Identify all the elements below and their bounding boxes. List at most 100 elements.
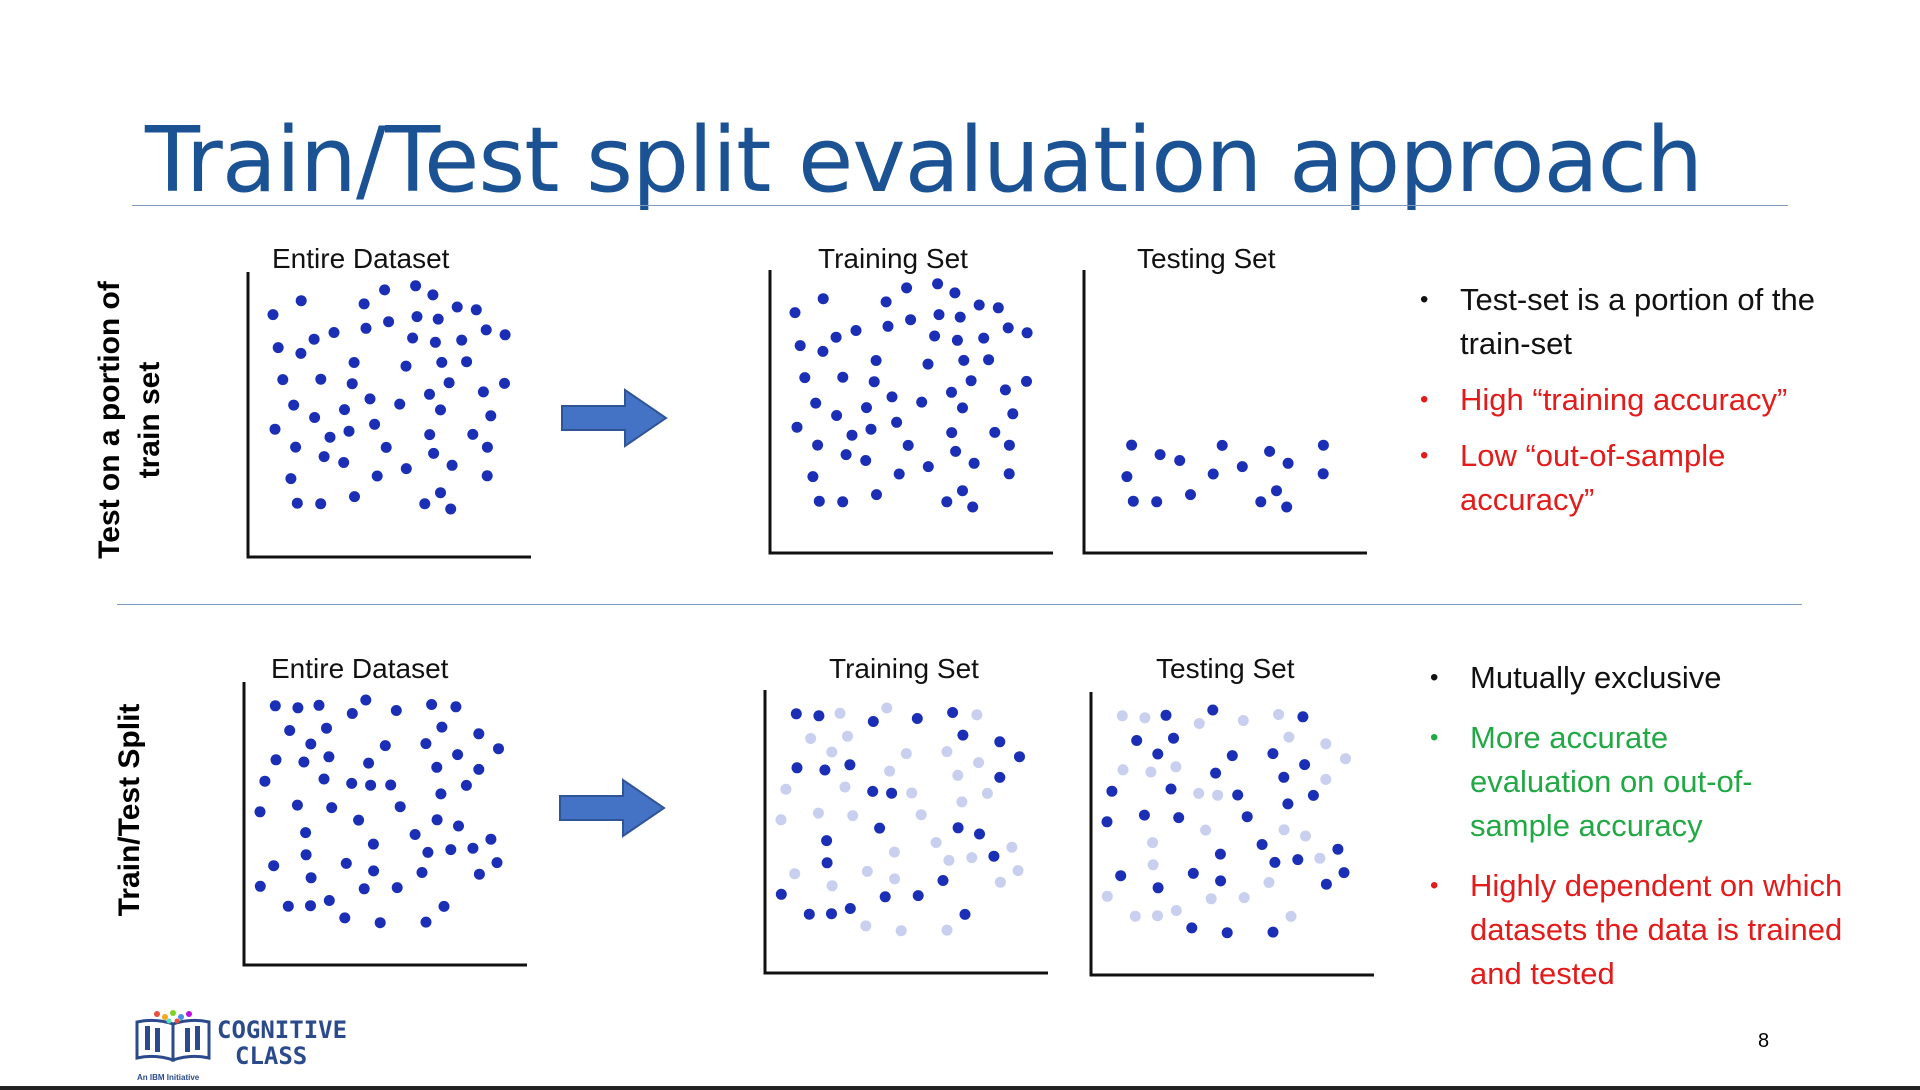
training-point (867, 716, 879, 727)
training-point (810, 397, 822, 409)
data-point (367, 838, 379, 850)
row1-entire-title: Entire Dataset (272, 243, 450, 274)
training-point (861, 402, 872, 414)
data-point (491, 857, 503, 869)
held-out-point (1278, 824, 1290, 836)
data-point (291, 497, 303, 509)
data-point (451, 301, 463, 313)
data-point (435, 788, 447, 800)
data-point (340, 857, 352, 869)
training-point (947, 707, 959, 718)
data-point (360, 694, 372, 706)
training-point (967, 501, 979, 513)
held-out-point (1147, 859, 1159, 871)
testing-point (1126, 439, 1138, 451)
training-point (933, 309, 945, 321)
held-out-point (941, 924, 953, 936)
training-point (826, 908, 837, 920)
training-point (880, 296, 892, 308)
data-point (323, 751, 335, 763)
row1-bullet-2-text: High “training accuracy” (1460, 382, 1788, 417)
data-point (339, 404, 350, 416)
data-point (411, 311, 423, 323)
data-point (277, 374, 289, 386)
data-point (477, 386, 489, 398)
held-out-point (1320, 738, 1332, 750)
data-point (290, 441, 302, 453)
training-point (978, 332, 990, 344)
training-point (791, 421, 803, 433)
held-out-point (1212, 789, 1224, 801)
data-point (284, 725, 296, 736)
row1-bullet-1-text: Test-set is a portion of the train-set (1460, 282, 1815, 361)
testing-point (1221, 927, 1233, 939)
bullet-dot-icon: • (1420, 442, 1429, 469)
data-point (422, 846, 434, 858)
logo-tagline: An IBM Initiative (137, 1073, 200, 1082)
cognitive-class-logo: COGNITIVE CLASS An IBM Initiative (135, 1010, 375, 1082)
training-point (850, 325, 862, 336)
training-point (1003, 468, 1015, 480)
training-point (922, 461, 934, 473)
data-point (431, 814, 443, 826)
data-point (305, 900, 316, 912)
bullet-dot-icon: • (1430, 724, 1439, 751)
testing-point (1127, 495, 1139, 507)
testing-point (1267, 926, 1279, 938)
data-point (400, 360, 412, 372)
data-point (300, 849, 312, 861)
row2-train-title: Training Set (829, 653, 979, 684)
training-point (879, 891, 891, 903)
testing-point (1168, 732, 1179, 744)
held-out-point (888, 846, 900, 858)
data-point (461, 356, 473, 368)
plot-axes (763, 690, 1048, 975)
training-point (989, 426, 1001, 438)
data-point (453, 820, 464, 832)
testing-point (1281, 501, 1293, 513)
training-point (912, 890, 924, 902)
row1-bullet-3: • Low “out-of-sample accuracy” (1412, 434, 1832, 522)
testing-point (1256, 839, 1268, 850)
row2-bullet-3-text: Highly dependent on which datasets the d… (1470, 868, 1843, 991)
row1-test-plot (1082, 268, 1372, 558)
data-point (305, 738, 317, 750)
data-point (460, 779, 472, 791)
data-point (481, 441, 493, 453)
held-out-point (1116, 710, 1128, 722)
row2-bullet-2: • More accurate evaluation on out-of-sam… (1422, 716, 1892, 848)
held-out-point (1263, 877, 1275, 888)
row1-arrow-icon (560, 388, 670, 453)
data-point (446, 459, 458, 471)
testing-point (1215, 875, 1227, 887)
row1-bullet-3-text: Low “out-of-sample accuracy” (1460, 438, 1726, 517)
data-point (313, 699, 325, 711)
held-out-point (1314, 852, 1326, 864)
data-point (300, 827, 312, 839)
row1-train-plot (768, 268, 1058, 558)
data-point (358, 883, 370, 895)
data-point (450, 701, 462, 713)
testing-point (1210, 767, 1222, 779)
training-point (844, 759, 856, 771)
training-point (905, 314, 917, 326)
row1-arrow-shape (561, 388, 668, 448)
held-out-point (1152, 910, 1163, 922)
data-point (269, 423, 281, 435)
testing-point (1121, 471, 1133, 483)
training-point (957, 729, 969, 741)
testing-point (1338, 867, 1350, 879)
data-point (467, 428, 479, 440)
training-point (983, 354, 995, 366)
training-point (891, 416, 903, 428)
data-point (424, 388, 435, 400)
training-point (846, 429, 858, 441)
bullet-dot-icon: • (1420, 386, 1429, 413)
held-out-point (780, 783, 792, 795)
row2-bullet-1-text: Mutually exclusive (1470, 660, 1722, 695)
data-point (346, 378, 358, 390)
row2-bullet-2-text: More accurate evaluation on out-of-sampl… (1470, 720, 1753, 843)
held-out-point (834, 707, 846, 719)
data-point (416, 867, 428, 878)
training-point (1007, 408, 1019, 420)
